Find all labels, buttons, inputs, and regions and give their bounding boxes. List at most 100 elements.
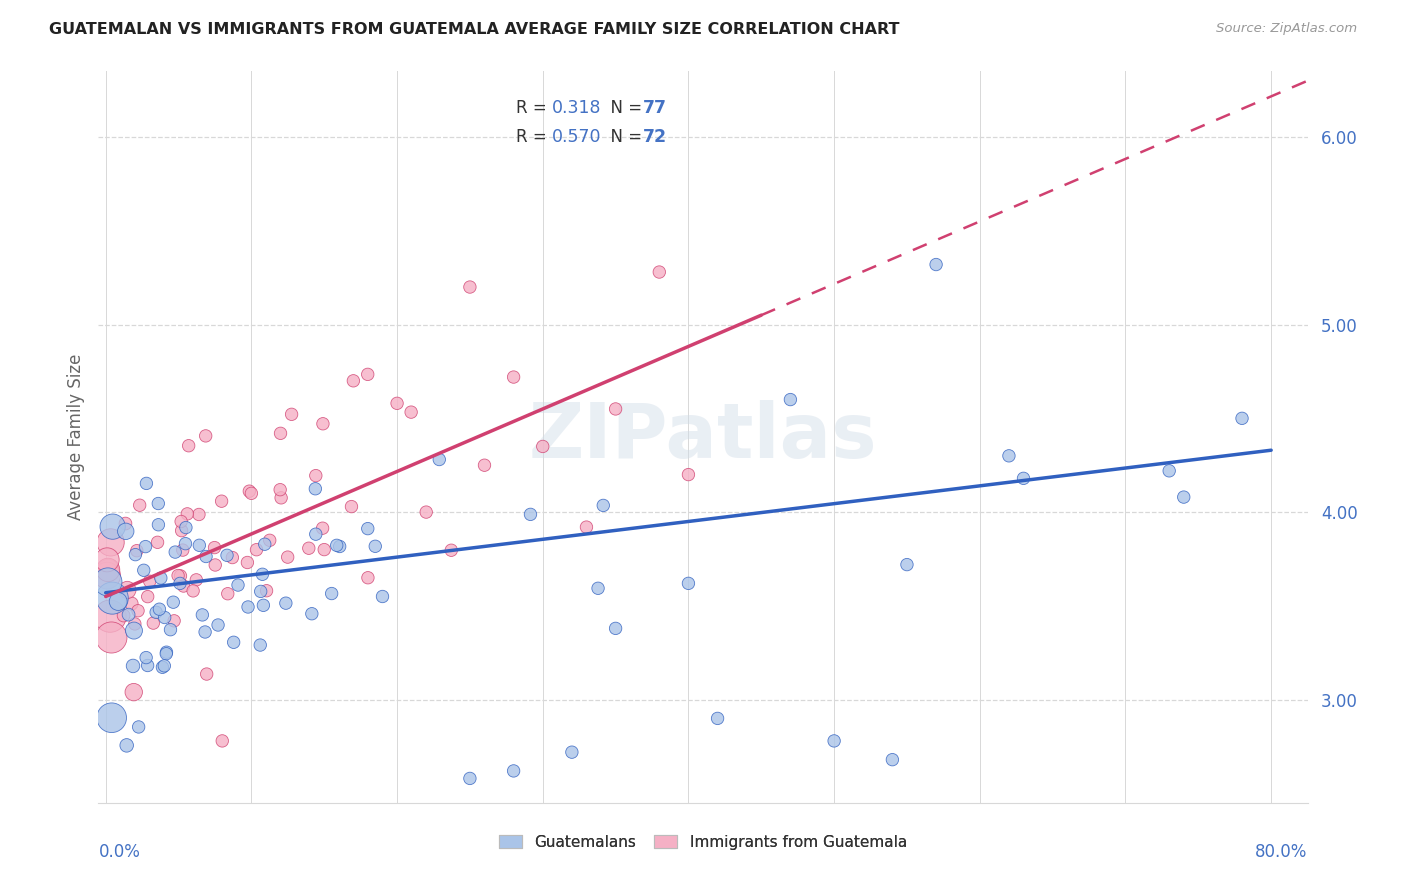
Point [167,568,190,582]
Point [122,659,145,673]
Point [519,508,541,522]
Text: ZIPatlas: ZIPatlas [529,401,877,474]
Point [142,616,165,631]
Point [252,567,274,582]
Point [98,609,121,624]
Point [159,623,181,637]
Point [605,401,627,416]
Point [896,558,918,572]
Text: GUATEMALAN VS IMMIGRANTS FROM GUATEMALA AVERAGE FAMILY SIZE CORRELATION CHART: GUATEMALAN VS IMMIGRANTS FROM GUATEMALA … [49,22,900,37]
Point [146,535,169,549]
Point [181,583,204,598]
Point [107,594,129,608]
Point [215,549,238,563]
Point [135,476,157,491]
Point [169,576,191,591]
Point [135,540,157,554]
Point [114,516,136,531]
Point [305,468,328,483]
Point [204,541,226,555]
Point [100,535,122,549]
Text: N =: N = [600,99,648,117]
Point [145,605,167,619]
Point [176,507,198,521]
Point [586,582,609,596]
Point [204,558,226,572]
Point [706,711,728,725]
Point [136,658,159,673]
Point [138,574,160,589]
Point [149,571,172,585]
Point [217,587,239,601]
Point [269,483,291,497]
Point [135,650,157,665]
Point [195,667,218,681]
Point [170,515,193,529]
Point [298,541,321,556]
Point [252,599,274,613]
Point [270,426,292,441]
Point [779,392,801,407]
Point [371,590,394,604]
Point [342,374,364,388]
Point [1173,490,1195,504]
Point [114,524,136,539]
Point [502,764,524,778]
Point [325,538,347,552]
Point [152,660,174,674]
Point [207,618,229,632]
Point [125,543,148,558]
Point [127,604,149,618]
Point [221,550,243,565]
Point [321,586,343,600]
Point [170,524,193,538]
Point [304,482,326,496]
Point [925,258,948,272]
Point [194,625,217,640]
Point [474,458,496,473]
Y-axis label: Average Family Size: Average Family Size [66,354,84,520]
Point [163,614,186,628]
Point [253,537,276,551]
Text: Source: ZipAtlas.com: Source: ZipAtlas.com [1216,22,1357,36]
Point [575,520,598,534]
Point [122,685,145,699]
Point [364,539,387,553]
Point [1159,464,1181,478]
Point [415,505,437,519]
Point [245,542,267,557]
Point [136,590,159,604]
Point [188,508,211,522]
Point [124,616,146,631]
Point [277,550,299,565]
Point [177,439,200,453]
Point [259,533,281,548]
Point [238,484,260,499]
Point [531,440,554,454]
Point [148,517,170,532]
Point [329,540,352,554]
Point [121,597,143,611]
Point [155,645,177,659]
Point [162,595,184,609]
Point [222,635,245,649]
Point [169,569,191,583]
Point [399,405,422,419]
Point [427,452,450,467]
Point [117,607,139,622]
Point [998,449,1021,463]
Point [148,496,170,510]
Point [236,599,259,614]
Point [357,368,380,382]
Text: 77: 77 [643,99,666,117]
Point [648,265,671,279]
Text: 72: 72 [643,128,666,146]
Point [128,498,150,512]
Point [174,536,197,550]
Point [256,583,278,598]
Point [195,549,218,564]
Point [280,407,302,421]
Point [340,500,363,514]
Point [1012,471,1035,485]
Point [173,579,195,593]
